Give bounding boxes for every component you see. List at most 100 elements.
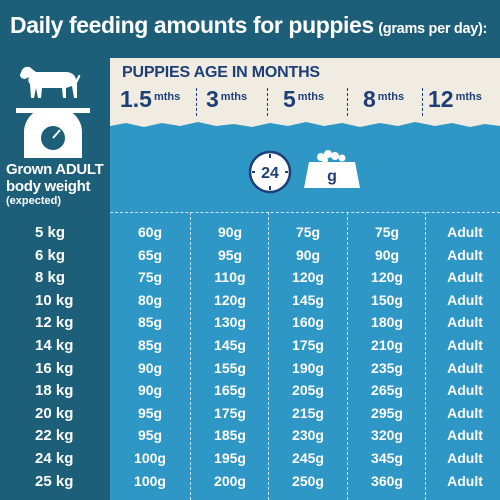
header-divider: [196, 88, 198, 116]
amount-cell: Adult: [447, 314, 483, 331]
table-row: 18 kg 90g 165g 205g 265g Adult: [0, 382, 500, 404]
amount-cell: 200g: [214, 472, 246, 489]
table-row: 6 kg 65g 95g 90g 90g Adult: [0, 247, 500, 269]
amount-cell: Adult: [447, 337, 483, 353]
amount-cell: 110g: [214, 269, 246, 286]
column-divider: [190, 212, 191, 500]
amount-cell: 175g: [292, 337, 324, 353]
amount-cell: Adult: [447, 450, 483, 466]
column-divider: [425, 212, 426, 500]
amount-cell: Adult: [447, 382, 483, 399]
amount-cell: 210g: [371, 337, 403, 353]
amount-cell: 165g: [214, 382, 246, 399]
amount-cell: 145g: [214, 337, 246, 353]
amount-cell: Adult: [447, 472, 483, 489]
adult-weight: 8 kg: [35, 269, 66, 287]
amount-cell: 75g: [374, 224, 400, 240]
amount-cell: 80g: [137, 291, 163, 308]
amount-cell: 90g: [137, 382, 163, 399]
amount-cell: 235g: [371, 359, 403, 376]
amount-cell: 250g: [292, 472, 324, 489]
amount-cell: 90g: [374, 246, 400, 263]
amount-cell: 175g: [214, 404, 246, 421]
header-divider: [267, 88, 269, 116]
table-panel: [110, 58, 500, 500]
age-1: 1.5 mths: [120, 86, 181, 112]
amount-cell: 265g: [371, 382, 403, 399]
amount-cell: Adult: [447, 427, 483, 444]
weight-heading-line3: (expected): [6, 195, 62, 207]
amount-cell: Adult: [447, 359, 483, 376]
amount-cell: 130g: [214, 314, 246, 331]
amount-cell: Adult: [447, 269, 483, 286]
amount-cell: 345g: [371, 450, 403, 466]
amount-cell: 90g: [295, 246, 321, 263]
amount-cell: 85g: [137, 337, 163, 353]
amount-cell: 120g: [214, 291, 246, 308]
table-row: 12 kg 85g 130g 160g 180g Adult: [0, 314, 500, 336]
amount-cell: 205g: [292, 382, 324, 399]
age-header-title: PUPPIES AGE IN MONTHS: [122, 64, 320, 81]
amount-cell: Adult: [447, 404, 483, 421]
weight-column-heading: Grown ADULT body weight (expected): [6, 161, 104, 208]
amount-cell: 180g: [371, 314, 403, 331]
amount-cell: 145g: [292, 291, 324, 308]
age-header: PUPPIES AGE IN MONTHS 1.5 mths 3 mths 5 mth…: [110, 58, 500, 122]
bowl-label: g: [327, 168, 337, 185]
age-2: 3 mths: [206, 86, 248, 112]
page-title: Daily feeding amounts for puppies (grams…: [10, 12, 500, 39]
column-divider: [347, 212, 348, 500]
amount-cell: 160g: [292, 314, 324, 331]
amount-cell: 245g: [292, 450, 324, 466]
amount-cell: 95g: [217, 246, 243, 263]
amount-cell: 90g: [217, 224, 243, 240]
amount-cell: 120g: [292, 269, 324, 286]
adult-weight: 24 kg: [35, 450, 74, 467]
adult-weight: 25 kg: [35, 472, 74, 490]
header-divider: [347, 88, 349, 116]
table-row: 22 kg 95g 185g 230g 320g Adult: [0, 427, 500, 449]
amount-cell: 60g: [137, 224, 163, 240]
table-row: 10 kg 80g 120g 145g 150g Adult: [0, 292, 500, 314]
adult-weight: 6 kg: [35, 246, 66, 264]
table-row: 20 kg 95g 175g 215g 295g Adult: [0, 405, 500, 427]
amount-cell: Adult: [447, 291, 483, 308]
weight-heading-line2: body weight: [6, 178, 91, 195]
amount-cell: 95g: [137, 404, 163, 421]
title-main: Daily feeding amounts for puppies: [10, 12, 374, 38]
adult-weight: 22 kg: [35, 427, 74, 445]
table-row: 16 kg 90g 155g 190g 235g Adult: [0, 360, 500, 382]
amount-cell: 120g: [371, 269, 403, 286]
weight-heading-line1: Grown ADULT: [6, 161, 104, 178]
torn-edge: [110, 120, 500, 127]
table-row: 24 kg 100g 195g 245g 345g Adult: [0, 450, 500, 472]
age-3: 5 mths: [283, 86, 325, 112]
column-divider: [268, 212, 269, 500]
food-bowl-icon: g: [304, 150, 360, 188]
amount-cell: 195g: [214, 450, 246, 466]
amount-cell: 95g: [137, 427, 163, 444]
title-sub: (grams per day):: [378, 21, 488, 37]
age-5: 12 mths: [428, 86, 482, 112]
table-row: 25 kg 100g 200g 250g 360g Adult: [0, 473, 500, 495]
amount-cell: 295g: [371, 404, 403, 421]
age-4: 8 mths: [363, 86, 405, 112]
amount-cell: 360g: [371, 472, 403, 489]
table-row: 8 kg 75g 110g 120g 120g Adult: [0, 269, 500, 291]
amount-cell: 90g: [137, 359, 163, 376]
amount-cell: 185g: [214, 427, 246, 444]
amount-cell: 100g: [134, 472, 166, 489]
amount-cell: 65g: [137, 246, 163, 263]
amount-cell: 320g: [371, 427, 403, 444]
header-divider: [422, 88, 424, 116]
amount-cell: 75g: [295, 224, 321, 240]
amount-cell: 215g: [292, 404, 324, 421]
adult-weight: 14 kg: [35, 337, 74, 354]
table-row: 14 kg 85g 145g 175g 210g Adult: [0, 337, 500, 359]
table-row: 5 kg 60g 90g 75g 75g Adult: [0, 224, 500, 246]
dog-icon: [20, 66, 81, 98]
adult-weight: 18 kg: [35, 382, 74, 400]
clock-label: 24: [261, 165, 279, 182]
amount-cell: 85g: [137, 314, 163, 331]
